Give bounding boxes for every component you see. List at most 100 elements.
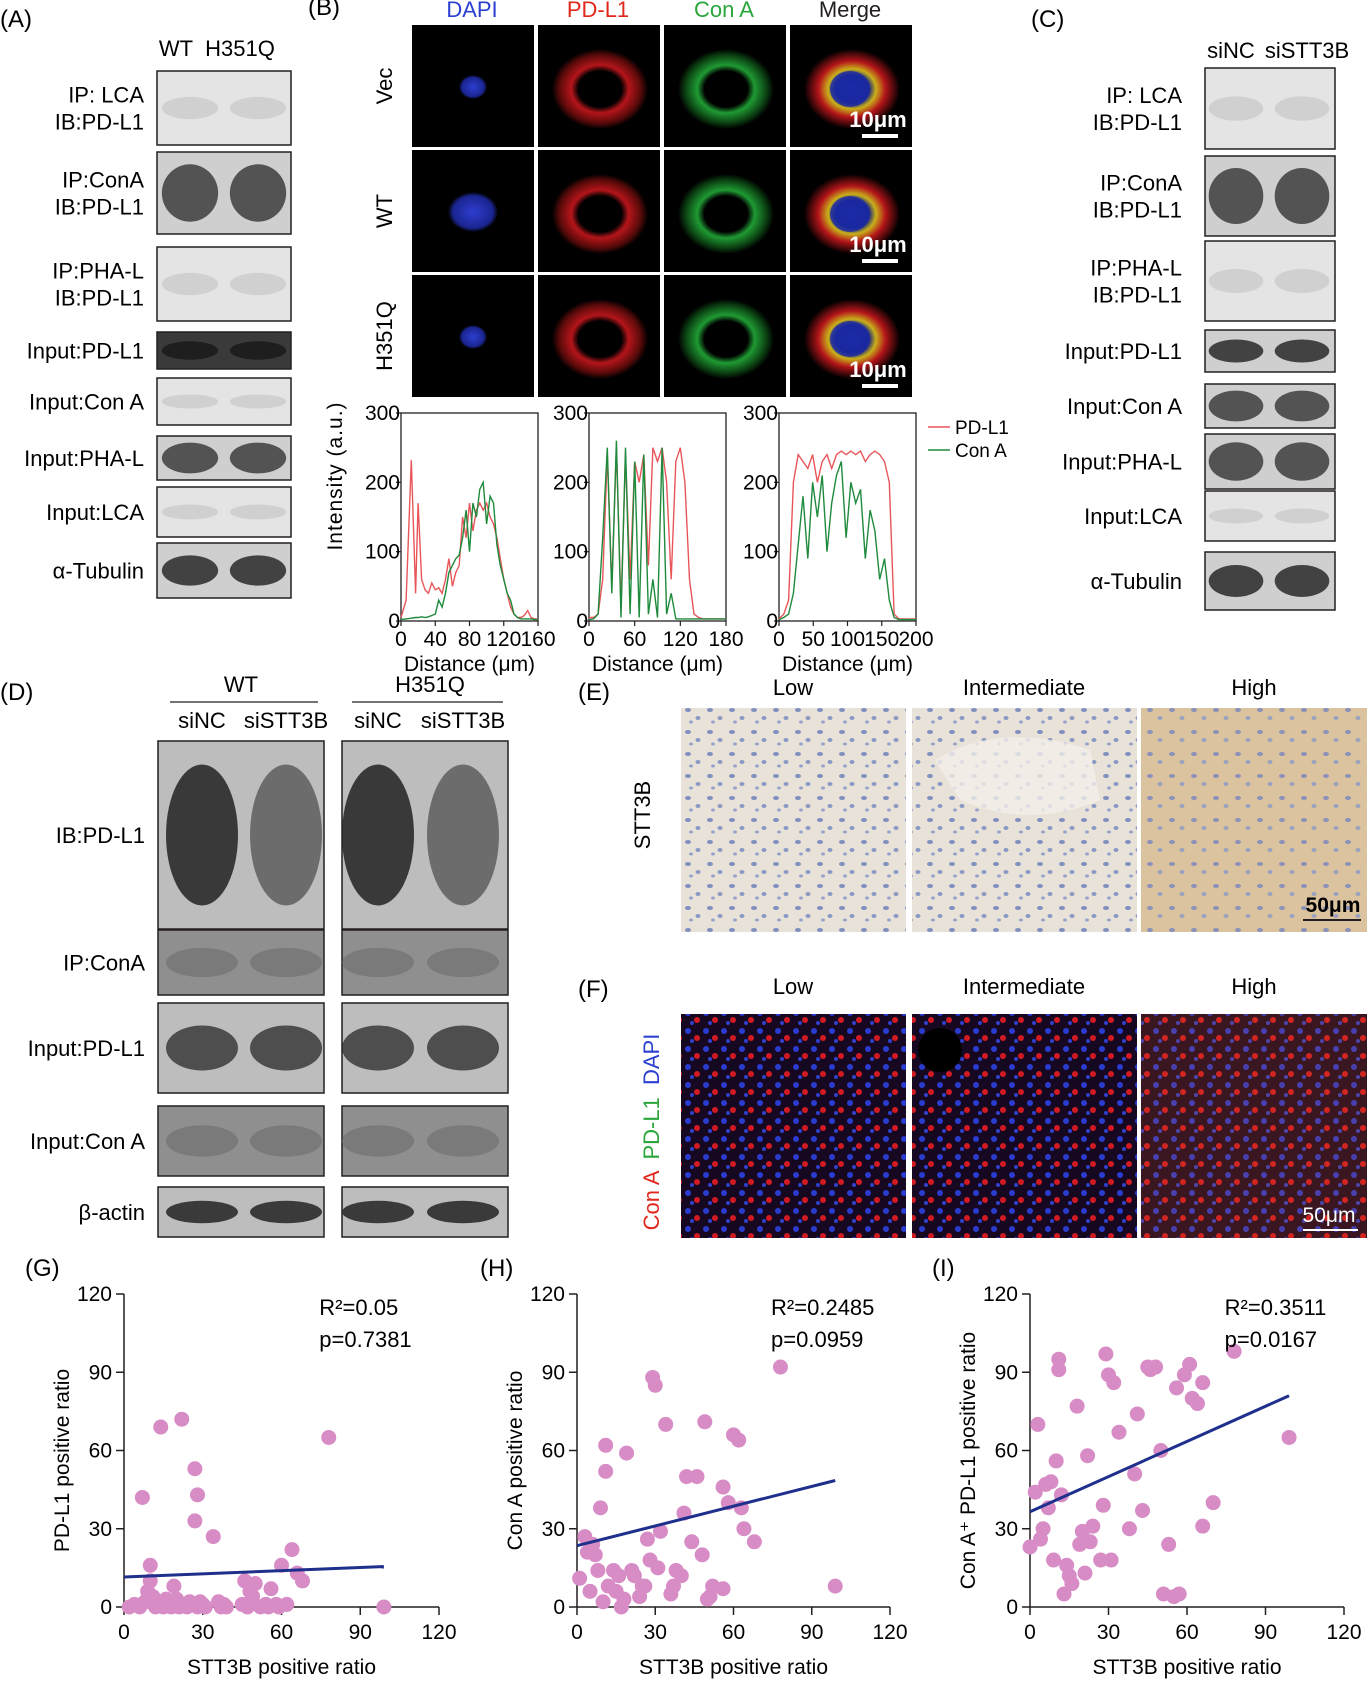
scatter-point-15 bbox=[166, 1578, 182, 1594]
a-row-label-1-1: IB:PD-L1 bbox=[55, 195, 144, 220]
scatter-point-33 bbox=[673, 1568, 689, 1584]
scatter-chart-i: 0 30 60 90 120 0 30 60 90 120 STT3B positive ratio… bbox=[957, 1283, 1362, 1679]
panel-letter-c: (C) bbox=[1031, 6, 1064, 33]
legend-label-pd-l1: PD-L1 bbox=[955, 418, 1009, 439]
profile-x-tick-label: 150 bbox=[864, 628, 899, 651]
scatter-x-tick-label: 30 bbox=[1097, 1621, 1120, 1644]
if-dark-region bbox=[918, 1028, 962, 1072]
c-row-label-3: Input:PD-L1 bbox=[1065, 339, 1182, 364]
d-band-0-1-0 bbox=[342, 764, 414, 906]
scatter-point-22 bbox=[1082, 1534, 1098, 1550]
panel-letter-f: (F) bbox=[578, 976, 609, 1003]
confocal-row-label-h351q: H351Q bbox=[372, 301, 397, 371]
profile-y-tick-label: 0 bbox=[766, 610, 778, 633]
scatter-p-annotation: p=0.0959 bbox=[771, 1327, 863, 1352]
scatter-y-tick-label: 90 bbox=[542, 1361, 565, 1384]
panel-c: (C) siNC siSTT3B IP: LCAIB:PD-L1IP:ConAI… bbox=[1031, 6, 1349, 611]
if-row-label-text: Con A PD-L1 DAPI bbox=[639, 1034, 664, 1231]
scatter-point-4 bbox=[1035, 1521, 1051, 1537]
profile-x-tick-label: 160 bbox=[520, 628, 555, 651]
profile-series-con-a bbox=[778, 461, 916, 621]
scatter-point-28 bbox=[1103, 1552, 1119, 1568]
if-column-header-low: Low bbox=[773, 974, 813, 999]
panel-letter-a: (A) bbox=[0, 6, 32, 33]
profile-x-tick-label: 80 bbox=[458, 628, 481, 651]
profile-x-tick-label: 120 bbox=[663, 628, 698, 651]
profile-frame bbox=[588, 412, 727, 622]
profile-series-con-a bbox=[400, 479, 538, 621]
scatter-point-31 bbox=[666, 1578, 682, 1594]
scatter-point-50 bbox=[295, 1573, 310, 1589]
scatter-point-29 bbox=[205, 1529, 221, 1545]
confocal-row-labels: Vec WT H351Q bbox=[372, 68, 397, 371]
if-image-low bbox=[681, 1014, 906, 1238]
a-row-label-6: Input:LCA bbox=[46, 500, 144, 525]
scatter-point-23 bbox=[187, 1513, 203, 1529]
column-label-sistt3b-h351q: siSTT3B bbox=[421, 708, 505, 733]
channel-header-merge: Merge bbox=[819, 0, 881, 22]
panel-a: (A) WT H351Q IP: LCAIB:PD-L1IP:ConAIB:PD… bbox=[0, 6, 292, 599]
confocal-scale-bar-label-h351q: 10μm bbox=[849, 357, 907, 382]
scatter-point-1 bbox=[1027, 1484, 1043, 1500]
d-band-1-1-0 bbox=[342, 947, 414, 978]
scatter-y-axis-label: PD-L1 positive ratio bbox=[51, 1369, 74, 1552]
panel-d: (D) WT H351Q siNC siSTT3B siNC siSTT3B I… bbox=[0, 672, 509, 1238]
column-label-sistt3b-wt: siSTT3B bbox=[244, 708, 328, 733]
cell-stain-wt-con-a bbox=[678, 174, 774, 254]
a-band-7-0 bbox=[161, 555, 219, 586]
scatter-point-25 bbox=[1095, 1497, 1111, 1513]
scatter-point-7 bbox=[592, 1500, 608, 1516]
scatter-r2-annotation: R²=0.3511 bbox=[1225, 1295, 1327, 1320]
scatter-point-46 bbox=[731, 1432, 747, 1448]
d-row-label-0: IB:PD-L1 bbox=[56, 823, 145, 848]
scatter-point-52 bbox=[715, 1581, 731, 1597]
scatter-point-3 bbox=[582, 1583, 598, 1599]
d-band-4-0-1 bbox=[250, 1200, 322, 1224]
if-row-label: Con A PD-L1 DAPI bbox=[639, 1034, 664, 1231]
d-band-1-1-1 bbox=[427, 947, 499, 978]
profile-x-tick-label: 50 bbox=[802, 628, 825, 651]
nucleus-h351q bbox=[459, 325, 487, 349]
a-band-2-1 bbox=[229, 272, 287, 296]
ihc-image-low bbox=[681, 708, 906, 932]
scatter-point-29 bbox=[658, 1416, 674, 1432]
cell-stain-wt-pd-l1 bbox=[552, 174, 648, 254]
scatter-r2-annotation: R²=0.2485 bbox=[771, 1295, 874, 1320]
confocal-scale-bar-wt bbox=[862, 259, 898, 263]
confocal-scale-bar-label-wt: 10μm bbox=[849, 232, 907, 257]
scatter-point-24 bbox=[1093, 1552, 1109, 1568]
a-band-6-0 bbox=[161, 504, 219, 520]
scatter-point-23 bbox=[1085, 1518, 1101, 1534]
scatter-point-48 bbox=[1195, 1375, 1211, 1391]
column-label-sinc: siNC bbox=[1207, 38, 1255, 63]
profile-x-tick-label: 40 bbox=[424, 628, 447, 651]
ihc-column-headers: Low Intermediate High bbox=[773, 675, 1277, 700]
scatter-point-43 bbox=[715, 1479, 731, 1495]
scatter-point-30 bbox=[1111, 1424, 1127, 1440]
profile-y-tick-label: 300 bbox=[743, 402, 778, 425]
scatter-x-tick-label: 60 bbox=[1175, 1621, 1198, 1644]
d-band-3-1-0 bbox=[342, 1125, 414, 1157]
scatter-point-31 bbox=[1121, 1521, 1137, 1537]
scatter-point-38 bbox=[694, 1547, 710, 1563]
a-row-label-3: Input:PD-L1 bbox=[27, 339, 144, 364]
scatter-point-22 bbox=[637, 1578, 653, 1594]
d-row-label-3: Input:Con A bbox=[30, 1129, 145, 1154]
c-band-3-1 bbox=[1274, 339, 1330, 363]
scatter-point-23 bbox=[639, 1531, 655, 1547]
confocal-scale-bar-label-vec: 10μm bbox=[849, 107, 907, 132]
scatter-point-47 bbox=[1189, 1396, 1205, 1412]
scatter-point-14 bbox=[611, 1568, 627, 1584]
profile-y-tick-label: 200 bbox=[743, 471, 778, 494]
c-band-7-1 bbox=[1274, 565, 1330, 597]
column-label-h351q: H351Q bbox=[205, 36, 275, 61]
panel-letter-d: (D) bbox=[0, 679, 33, 706]
ihc-column-header-intermediate: Intermediate bbox=[963, 675, 1085, 700]
column-label-sinc-h351q: siNC bbox=[354, 708, 402, 733]
merge-nucleus-wt bbox=[830, 196, 870, 232]
profile-x-tick-label: 0 bbox=[395, 628, 407, 651]
c-row-label-6: Input:LCA bbox=[1084, 504, 1182, 529]
